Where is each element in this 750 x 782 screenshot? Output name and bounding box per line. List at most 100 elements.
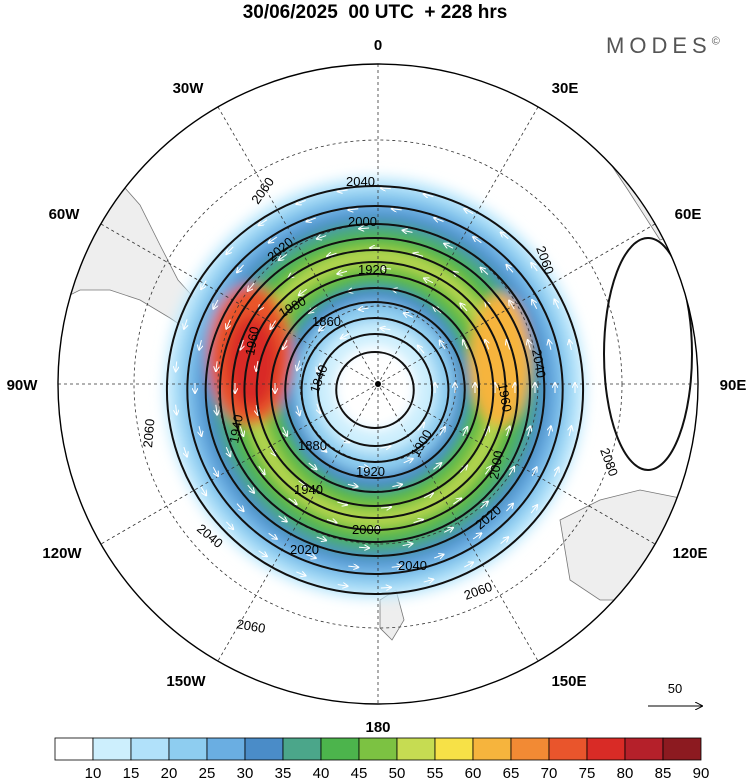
contour-label-1880: 1880 <box>298 438 327 453</box>
wind-arrow <box>452 498 461 505</box>
wind-arrow <box>308 462 317 469</box>
colorbar-tick-label: 65 <box>503 765 520 782</box>
wind-arrow <box>270 320 277 330</box>
wind-arrow <box>248 282 255 291</box>
wind-arrow <box>259 219 268 226</box>
contour-label-2000: 2000 <box>352 522 381 537</box>
contour-label-2040: 2040 <box>398 558 427 573</box>
wind-arrow <box>500 537 509 545</box>
contour-label-1940: 1940 <box>226 413 246 444</box>
contour-line <box>165 185 585 595</box>
wind-arrow <box>433 555 443 559</box>
wind-arrow <box>240 339 243 350</box>
wind-arrow <box>423 493 433 497</box>
wind-arrow <box>317 362 320 372</box>
wind-arrow <box>417 423 424 431</box>
wind-arrow <box>337 271 348 274</box>
wind-arrow <box>338 190 348 192</box>
wind-arrow <box>236 503 244 511</box>
wind-arrow <box>279 253 288 260</box>
wind-arrow <box>484 466 491 475</box>
colorbar-tick-label: 50 <box>389 765 406 782</box>
south-pole-marker <box>375 381 381 387</box>
wind-arrow <box>485 427 489 437</box>
wind-arrow <box>381 268 392 269</box>
colorbar-tick-label: 60 <box>465 765 482 782</box>
colorbar-tick-label: 10 <box>85 765 102 782</box>
wind-arrow <box>569 340 571 350</box>
globe-outline <box>57 63 699 705</box>
brand-copyright-mark: © <box>711 35 720 48</box>
contour-line <box>231 249 519 531</box>
map-title: 30/06/2025 00 UTC + 228 hrs <box>242 2 508 23</box>
wind-arrow <box>380 446 390 448</box>
wind-arrow <box>316 537 326 540</box>
contour-line <box>243 261 507 519</box>
wind-arrow <box>380 328 391 330</box>
wind-arrow <box>480 502 488 509</box>
wind-arrow <box>201 280 207 290</box>
longitude-labels: 0 30E 60E 90E 120E 150E 180 150W 120W 90… <box>7 37 747 736</box>
wind-arrow <box>481 268 489 275</box>
wind-arrow <box>424 278 434 282</box>
lon-label-0: 0 <box>374 37 382 54</box>
contour-label-1920: 1920 <box>358 262 387 277</box>
contour-line <box>269 287 481 493</box>
wind-arrow <box>508 467 514 476</box>
lon-label-150e: 150E <box>551 673 586 690</box>
wind-arrow <box>439 427 445 436</box>
wind-arrow <box>199 426 201 436</box>
wind-arrow <box>306 555 315 559</box>
wind-arrow <box>434 218 444 222</box>
wind-arrow <box>359 228 370 229</box>
wind-arrow <box>414 253 424 256</box>
contour-label-1940: 1940 <box>294 482 323 497</box>
colorbar-swatch <box>206 737 246 761</box>
wind-arrow <box>501 232 509 240</box>
wind-arrow <box>440 341 446 350</box>
contour-line <box>335 351 415 429</box>
geopotential-contours <box>165 185 585 595</box>
wind-arrow <box>176 361 177 371</box>
lon-label-150w: 150W <box>166 673 206 690</box>
wind-arrow <box>403 459 413 463</box>
wind-arrow <box>256 360 258 371</box>
wind-arrow <box>226 446 230 456</box>
wind-arrow <box>530 505 537 514</box>
contour-label-2000: 2000 <box>348 214 377 229</box>
contour-line <box>300 317 450 463</box>
wind-arrow <box>299 288 307 295</box>
wind-arrow <box>549 340 551 350</box>
wind-arrow <box>532 300 538 310</box>
lon-label-180: 180 <box>365 719 390 736</box>
wind-arrow <box>176 404 177 415</box>
colorbar-swatch <box>130 737 170 761</box>
wind-arrow <box>554 467 558 477</box>
wind-arrow <box>269 446 275 456</box>
contour-2080 <box>603 237 693 471</box>
wind-arrow <box>269 236 278 243</box>
contour-label-2060: 2060 <box>235 616 266 636</box>
wind-arrow <box>216 404 217 415</box>
wind-arrow <box>413 520 424 523</box>
wind-arrow <box>506 504 513 512</box>
contour-line <box>316 333 434 447</box>
colorbar-swatch <box>624 737 664 761</box>
colorbar-swatch <box>662 737 702 761</box>
wind-arrow <box>507 427 510 437</box>
wind-arrow <box>306 218 317 222</box>
wind-arrow <box>464 562 473 568</box>
wind-arrow <box>319 323 327 331</box>
wind-arrow <box>283 426 287 436</box>
wind-arrow <box>298 480 307 487</box>
colorbar-swatch <box>244 737 284 761</box>
wind-arrow <box>256 405 258 415</box>
wind-arrow <box>506 265 514 273</box>
wind-arrow <box>380 587 391 588</box>
wind-arrow <box>569 426 571 436</box>
contour-label-2060: 2060 <box>140 418 157 448</box>
reference-vector-label: 50 <box>668 681 682 696</box>
wind-arrow <box>402 544 413 546</box>
wind-arrow <box>297 405 300 416</box>
colorbar-swatch <box>586 737 626 761</box>
